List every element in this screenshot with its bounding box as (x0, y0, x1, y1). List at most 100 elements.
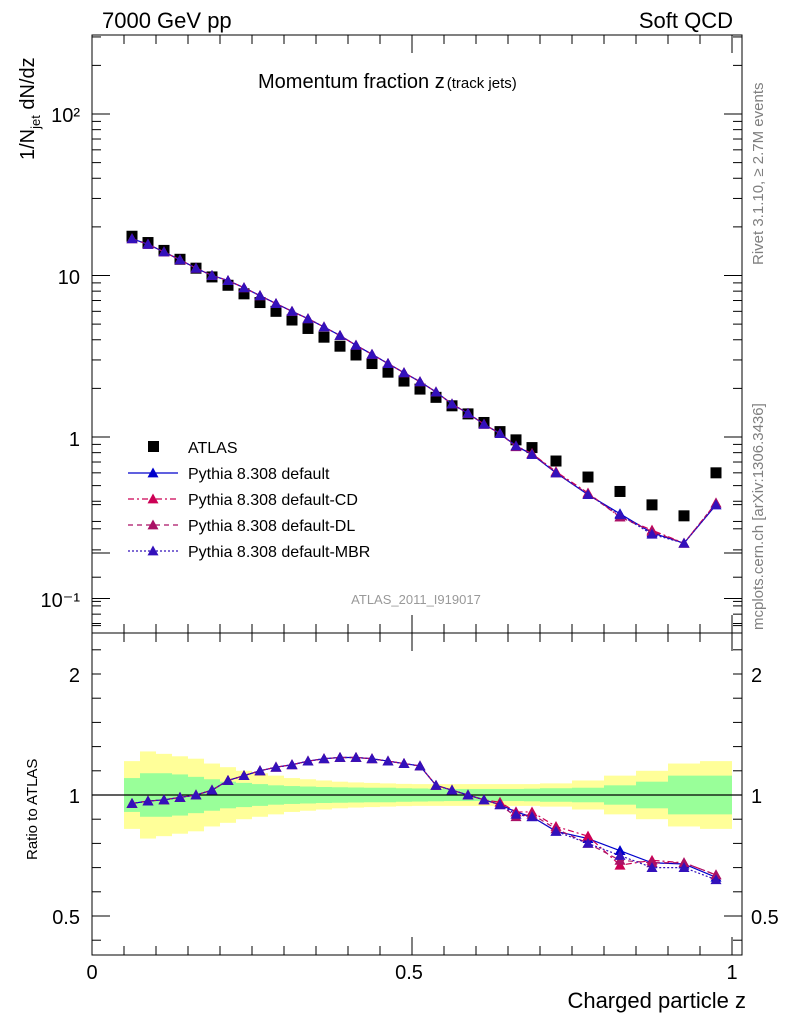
ratio-marker-3 (286, 759, 298, 770)
ratio-marker-3 (254, 765, 266, 776)
ratio-marker-3 (382, 755, 394, 766)
ratio-panel: Ratio to ATLAS 0.5 1 2 0.5 1 2 0 0.5 1 C… (24, 504, 779, 1013)
ratio-marker-3 (126, 797, 138, 808)
series-marker-4 (142, 238, 154, 249)
series-marker-4 (614, 509, 626, 520)
ratio-marker-3 (462, 789, 474, 800)
ratio-marker-3 (398, 758, 410, 768)
atlas-point (366, 358, 378, 370)
ratio-marker-3 (510, 808, 522, 819)
ratio-marker-3 (270, 761, 282, 772)
xtick-label-1: 1 (726, 962, 737, 984)
atlas-point (238, 288, 250, 300)
atlas-point (526, 442, 538, 454)
ratio-marker-3 (446, 784, 458, 795)
ratio-marker-3 (238, 770, 250, 781)
series-marker-4 (526, 448, 538, 459)
series-marker-4 (398, 367, 410, 378)
main-data-marks (126, 230, 722, 548)
atlas-point (270, 305, 282, 317)
ratio-marker-3 (302, 755, 314, 766)
main-title: Momentum fraction z (track jets) (258, 71, 517, 93)
legend: ATLAS Pythia 8.308 default Pythia 8.308 de… (128, 440, 370, 561)
legend-label: Pythia 8.308 default (188, 466, 330, 483)
ratio-marker-3 (174, 791, 186, 802)
ratio-marker-3 (526, 811, 538, 822)
header-right: Soft QCD (639, 8, 733, 33)
legend-marker-atlas (148, 441, 159, 452)
series-marker-4 (286, 305, 298, 316)
series-marker-4 (430, 386, 442, 397)
legend-marker (147, 493, 159, 504)
legend-marker (147, 545, 159, 556)
atlas-point (350, 349, 362, 361)
ratio-line-3 (131, 756, 717, 881)
atlas-point (414, 383, 426, 395)
atlas-point (318, 331, 330, 343)
ytick-label-100: 10² (51, 105, 80, 127)
atlas-point (678, 510, 690, 522)
main-title-text: Momentum fraction z (258, 71, 445, 93)
series-marker-4 (318, 321, 330, 332)
atlas-point (254, 297, 266, 309)
ylabel-sub: jet (28, 115, 43, 130)
ratio-marker-3 (206, 784, 218, 795)
ratio-data-marks (126, 751, 722, 885)
atlas-point (398, 375, 410, 387)
ratio-marker-3 (414, 760, 426, 771)
main-panel: Momentum fraction z (track jets) 1/Njet d… (17, 34, 743, 634)
series-marker-4 (646, 528, 658, 539)
ratio-ytick-label-0.5: 0.5 (52, 907, 80, 929)
series-marker-4 (366, 348, 378, 359)
ratio-marker-3 (710, 874, 722, 885)
atlas-point (646, 499, 658, 511)
ratio-ytick-label-1: 1 (69, 786, 80, 808)
xtick-label-0: 0 (86, 962, 97, 984)
ytick-label-10: 10 (58, 267, 80, 289)
xlabel: Charged particle z (567, 988, 746, 1013)
series-marker-4 (478, 418, 490, 429)
series-marker-4 (190, 262, 202, 273)
ratio-marker-3 (158, 794, 170, 805)
series-marker-4 (270, 298, 282, 308)
series-line-4 (131, 238, 717, 544)
series-marker-4 (302, 313, 314, 324)
ratio-marker-1 (582, 830, 594, 841)
series-marker-4 (238, 282, 250, 293)
series-marker-4 (678, 537, 690, 548)
ratio-marker-3 (350, 751, 362, 762)
series-marker-4 (334, 330, 346, 340)
ratio-ytick-label-right-2: 2 (751, 665, 762, 687)
series-marker-4 (350, 339, 362, 350)
rivet-label: Rivet 3.1.10, ≥ 2.7M events (750, 83, 767, 266)
ratio-marker-3 (142, 795, 154, 806)
atlas-point (334, 340, 346, 352)
ratio-marker-3 (494, 799, 506, 810)
atlas-point (614, 485, 626, 497)
legend-label: Pythia 8.308 default-MBR (188, 544, 370, 561)
ratio-marker-3 (550, 825, 562, 836)
atlas-point (302, 322, 314, 334)
ratio-ytick-label-right-1: 1 (751, 786, 762, 808)
legend-marker (147, 467, 159, 478)
ratio-marker-3 (678, 862, 690, 872)
xtick-label-0.5: 0.5 (395, 962, 423, 984)
series-marker-4 (222, 275, 234, 285)
ratio-ticks (91, 504, 742, 955)
series-marker-4 (254, 290, 266, 301)
atlas-point (286, 314, 298, 326)
ratio-marker-3 (478, 794, 490, 805)
atlas-point (510, 434, 522, 446)
main-ticks (91, 35, 742, 633)
ylabel-main: 1/N (17, 129, 39, 160)
series-marker-4 (414, 376, 426, 387)
watermark: ATLAS_2011_I919017 (351, 592, 481, 607)
ratio-marker-3 (222, 774, 234, 785)
ratio-ytick-label-2: 2 (69, 665, 80, 687)
ratio-marker-3 (582, 837, 594, 848)
atlas-point (430, 391, 442, 403)
ratio-marker-3 (318, 753, 330, 764)
atlas-point (550, 455, 562, 467)
ratio-marker-3 (190, 789, 202, 800)
